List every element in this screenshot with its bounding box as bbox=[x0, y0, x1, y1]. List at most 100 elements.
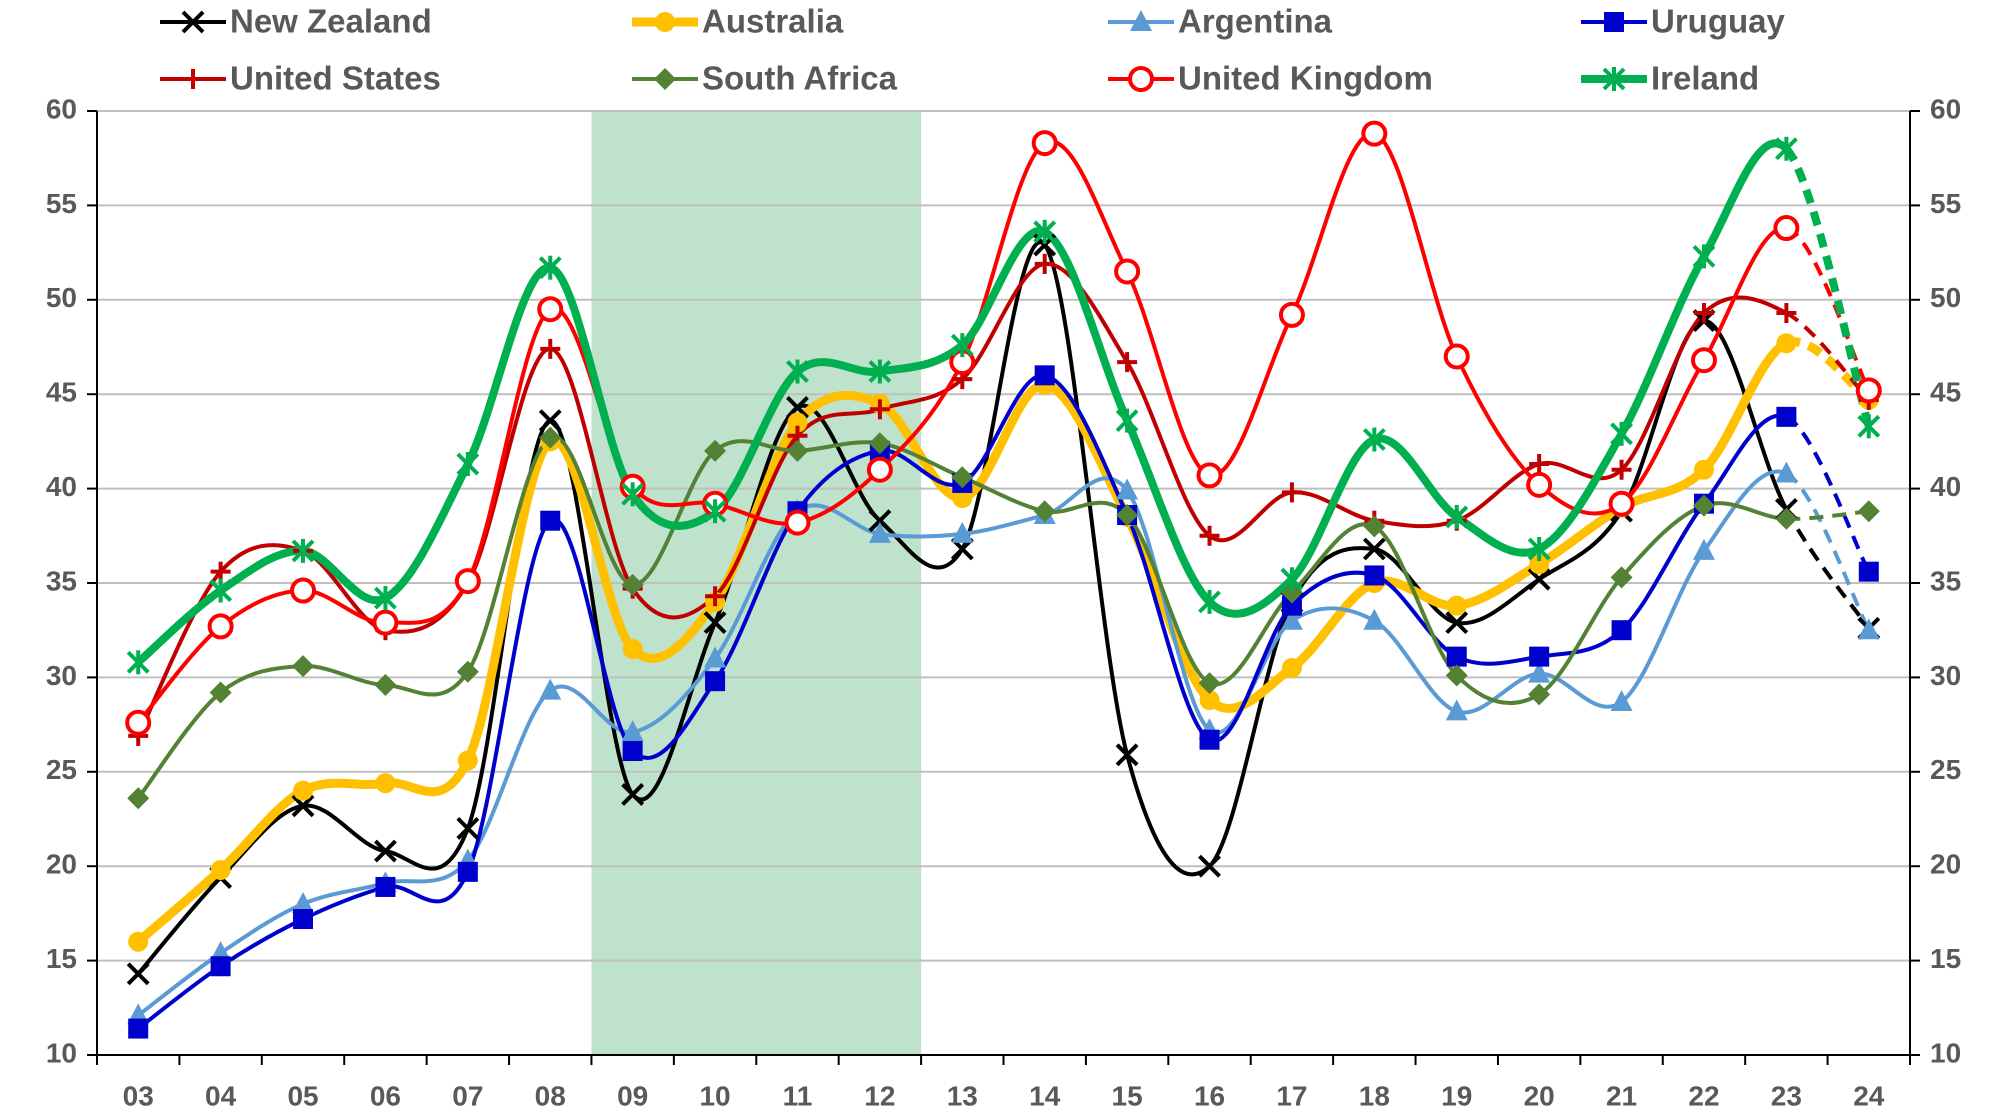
y2-tick-label: 15 bbox=[1930, 943, 1961, 974]
marker bbox=[209, 681, 232, 704]
marker bbox=[538, 409, 562, 433]
marker-shape bbox=[1693, 459, 1714, 480]
marker-shape bbox=[621, 720, 644, 742]
x-tick-label: 20 bbox=[1524, 1080, 1555, 1111]
marker-shape bbox=[1361, 120, 1388, 147]
y-tick-label: 25 bbox=[46, 754, 77, 785]
series-line-dashed bbox=[1786, 509, 1869, 521]
marker bbox=[290, 577, 317, 604]
marker-shape bbox=[1608, 490, 1635, 517]
marker bbox=[207, 613, 234, 640]
marker-shape bbox=[210, 859, 231, 880]
legend-label: Australia bbox=[702, 3, 844, 40]
marker bbox=[1855, 377, 1882, 404]
marker-shape bbox=[1281, 657, 1302, 678]
marker-shape bbox=[537, 296, 564, 323]
y2-tick-label: 55 bbox=[1930, 188, 1961, 219]
marker-shape bbox=[128, 1018, 149, 1039]
marker bbox=[1857, 618, 1880, 640]
marker-shape bbox=[1858, 561, 1879, 582]
marker-shape bbox=[1130, 10, 1152, 31]
y-tick-label: 45 bbox=[46, 377, 77, 408]
marker bbox=[128, 931, 149, 952]
marker bbox=[374, 586, 397, 611]
marker bbox=[950, 333, 974, 358]
y2-tick-label: 25 bbox=[1930, 754, 1961, 785]
marker bbox=[126, 650, 150, 675]
marker bbox=[621, 783, 645, 806]
marker bbox=[539, 678, 562, 700]
marker bbox=[1445, 664, 1468, 687]
x-tick-label: 22 bbox=[1688, 1080, 1719, 1111]
marker-shape bbox=[786, 439, 809, 462]
marker-shape bbox=[654, 68, 676, 90]
marker-shape bbox=[375, 876, 396, 897]
marker bbox=[539, 426, 562, 449]
marker-shape bbox=[1692, 494, 1715, 517]
marker bbox=[1611, 620, 1632, 641]
marker bbox=[1774, 136, 1798, 161]
x-tick-label: 18 bbox=[1359, 1080, 1390, 1111]
marker bbox=[209, 578, 233, 603]
marker bbox=[1443, 343, 1470, 370]
series-line bbox=[136, 261, 1788, 737]
marker-shape bbox=[1611, 620, 1632, 641]
marker bbox=[457, 861, 478, 882]
marker bbox=[705, 586, 726, 607]
marker bbox=[1114, 258, 1141, 285]
marker bbox=[951, 521, 974, 543]
marker-shape bbox=[1776, 333, 1797, 354]
marker bbox=[868, 359, 892, 384]
x-tick-label: 23 bbox=[1771, 1080, 1802, 1111]
marker bbox=[704, 646, 727, 668]
marker-shape bbox=[1528, 661, 1551, 683]
marker-shape bbox=[1775, 507, 1798, 530]
marker-stroke bbox=[456, 817, 480, 840]
legend-label: United States bbox=[230, 60, 441, 97]
marker bbox=[1528, 661, 1551, 683]
marker bbox=[1363, 608, 1386, 630]
marker bbox=[1857, 414, 1881, 439]
y2-tick-label: 30 bbox=[1930, 660, 1961, 691]
marker-shape bbox=[1031, 130, 1058, 157]
marker bbox=[1116, 478, 1139, 500]
marker bbox=[1775, 507, 1798, 530]
marker bbox=[704, 439, 727, 462]
marker bbox=[125, 709, 152, 736]
marker bbox=[1693, 303, 1714, 324]
marker bbox=[1115, 408, 1139, 433]
marker bbox=[1128, 66, 1154, 92]
series-line bbox=[136, 469, 1788, 1017]
marker-shape bbox=[1446, 646, 1467, 667]
marker bbox=[293, 780, 314, 801]
marker-stroke bbox=[868, 509, 892, 533]
marker bbox=[868, 521, 891, 543]
marker bbox=[1281, 657, 1302, 678]
marker-shape bbox=[951, 466, 974, 489]
x-tick-label: 16 bbox=[1194, 1080, 1225, 1111]
marker-shape bbox=[207, 613, 234, 640]
marker-stroke bbox=[621, 783, 645, 806]
marker bbox=[787, 412, 808, 433]
marker bbox=[181, 10, 205, 34]
marker bbox=[1364, 565, 1385, 586]
marker-shape bbox=[1443, 343, 1470, 370]
marker-shape bbox=[868, 432, 891, 455]
marker bbox=[456, 660, 479, 683]
marker bbox=[1115, 743, 1139, 767]
x-tick-label: 05 bbox=[287, 1080, 318, 1111]
marker-stroke bbox=[1527, 567, 1551, 591]
marker-shape bbox=[539, 678, 562, 700]
marker-shape bbox=[866, 456, 893, 483]
marker-shape bbox=[1280, 608, 1303, 630]
y2-tick-label: 10 bbox=[1930, 1037, 1961, 1068]
marker-shape bbox=[952, 488, 973, 509]
marker bbox=[1692, 494, 1715, 517]
marker bbox=[703, 611, 727, 635]
marker-shape bbox=[1363, 608, 1386, 630]
marker bbox=[1281, 595, 1302, 616]
marker bbox=[866, 456, 893, 483]
marker bbox=[375, 876, 396, 897]
marker bbox=[1529, 554, 1550, 575]
marker bbox=[1198, 589, 1221, 614]
